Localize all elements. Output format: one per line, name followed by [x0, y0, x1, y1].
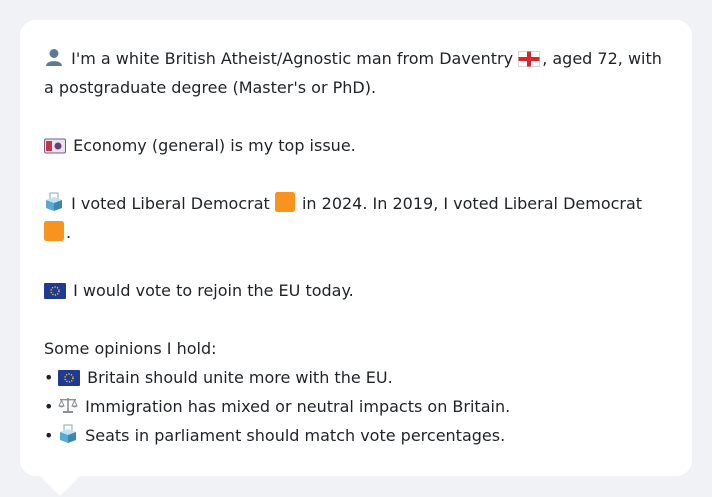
voting-text-3: .: [66, 223, 72, 242]
orange-square-icon: [44, 221, 64, 241]
intro-text-end: , aged 72, with a postgraduate degree (M…: [44, 49, 662, 97]
list-item: • Britain should unite more with the EU.: [44, 363, 668, 392]
opinions-heading: Some opinions I hold:: [44, 339, 217, 358]
eu-text: I would vote to rejoin the EU today.: [73, 281, 354, 300]
voting-line: I voted Liberal Democrat in 2024. In 201…: [44, 189, 668, 247]
top-issue-text: Economy (general) is my top issue.: [73, 136, 356, 155]
eu-flag-icon: [58, 370, 80, 386]
persona-card: I'm a white British Atheist/Agnostic man…: [20, 20, 692, 476]
list-item: • Immigration has mixed or neutral impac…: [44, 392, 668, 421]
england-flag-icon: [518, 51, 541, 67]
intro-line: I'm a white British Atheist/Agnostic man…: [44, 44, 668, 102]
voting-text-2: in 2024. In 2019, I voted Liberal Democr…: [301, 194, 643, 213]
bullet: •: [44, 368, 54, 387]
person-silhouette-icon: [44, 47, 64, 67]
eu-flag-icon: [44, 283, 66, 299]
speech-bubble-tail: [40, 476, 80, 496]
banknote-icon: [44, 138, 66, 154]
intro-text-start: I'm a white British Atheist/Agnostic man…: [71, 49, 514, 68]
opinions-list: • Britain should unite more with the EU.…: [44, 363, 668, 450]
ballot-box-icon: [44, 192, 64, 212]
bullet: •: [44, 397, 54, 416]
balance-scale-icon: [58, 395, 78, 415]
list-item: • Seats in parliament should match vote …: [44, 421, 668, 450]
opinion-text: Immigration has mixed or neutral impacts…: [85, 397, 511, 416]
voting-text-1: I voted Liberal Democrat: [71, 194, 270, 213]
top-issue-line: Economy (general) is my top issue.: [44, 131, 668, 160]
eu-line: I would vote to rejoin the EU today.: [44, 276, 668, 305]
opinion-text: Britain should unite more with the EU.: [87, 368, 393, 387]
bullet: •: [44, 426, 54, 445]
opinion-text: Seats in parliament should match vote pe…: [85, 426, 506, 445]
orange-square-icon: [274, 192, 295, 212]
ballot-box-icon: [58, 424, 78, 444]
